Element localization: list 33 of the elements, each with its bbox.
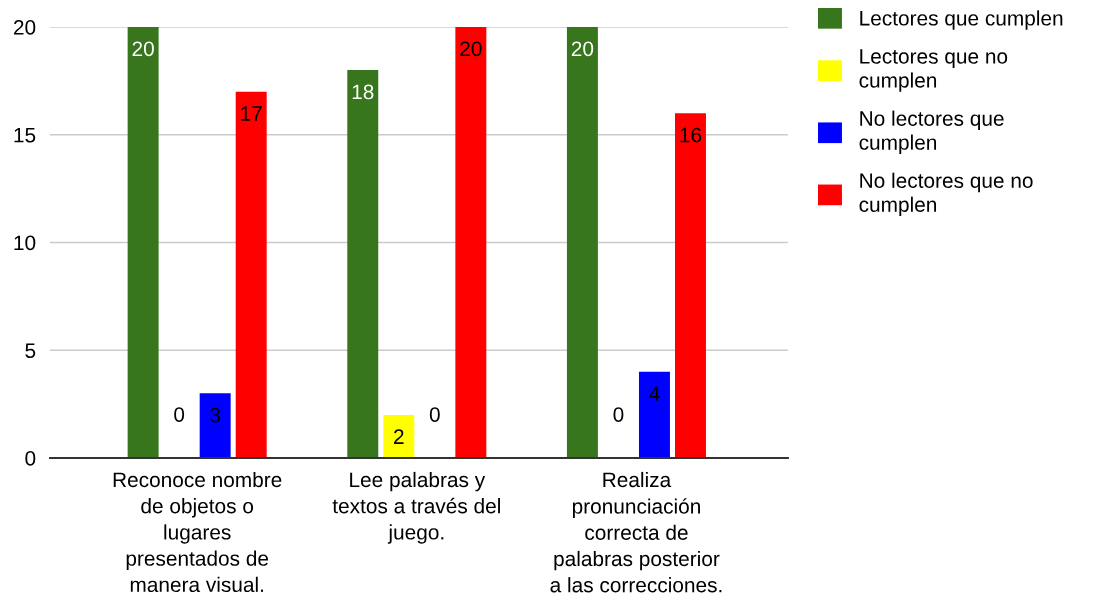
legend-label: Lectores que cumplen [860, 10, 1063, 30]
data-label: 17 [241, 106, 262, 121]
data-label: 20 [571, 41, 594, 57]
data-label: 0 [613, 407, 624, 422]
y-tick-label: 10 [14, 235, 36, 251]
x-tick-label: Realiza pronunciación correcta de palabras posterior a las correcciones. [550, 471, 722, 593]
data-label: 16 [680, 127, 702, 143]
data-label: 20 [132, 41, 154, 57]
legend-label: No lectores que cumplen [859, 110, 1004, 154]
data-label: 18 [352, 84, 374, 100]
data-label: 0 [174, 407, 185, 422]
y-tick-label: 5 [25, 343, 36, 358]
data-label: 3 [210, 407, 221, 423]
data-label: 2 [394, 429, 404, 444]
legend-label: Lectores que no cumplen [859, 49, 1008, 92]
bar [127, 27, 159, 458]
bar [347, 70, 379, 458]
y-tick-label: 15 [14, 127, 36, 143]
bar [674, 113, 706, 458]
y-tick-label: 0 [25, 451, 36, 466]
legend-label: No lectores que no cumplen [859, 172, 1033, 217]
x-tick-label: Lee palabras y textos a través del juego. [332, 471, 500, 544]
y-tick-label: 20 [13, 20, 36, 35]
bar [383, 414, 415, 458]
bar [455, 27, 487, 458]
data-label: 4 [649, 386, 660, 401]
data-label: 0 [429, 407, 440, 422]
bar [199, 393, 231, 458]
x-tick-label: Reconoce nombre de objetos o lugares presentados de manera visual. [113, 471, 282, 593]
data-label: 20 [460, 41, 482, 57]
bar [566, 27, 598, 458]
bar [638, 371, 670, 458]
bar [235, 91, 267, 458]
